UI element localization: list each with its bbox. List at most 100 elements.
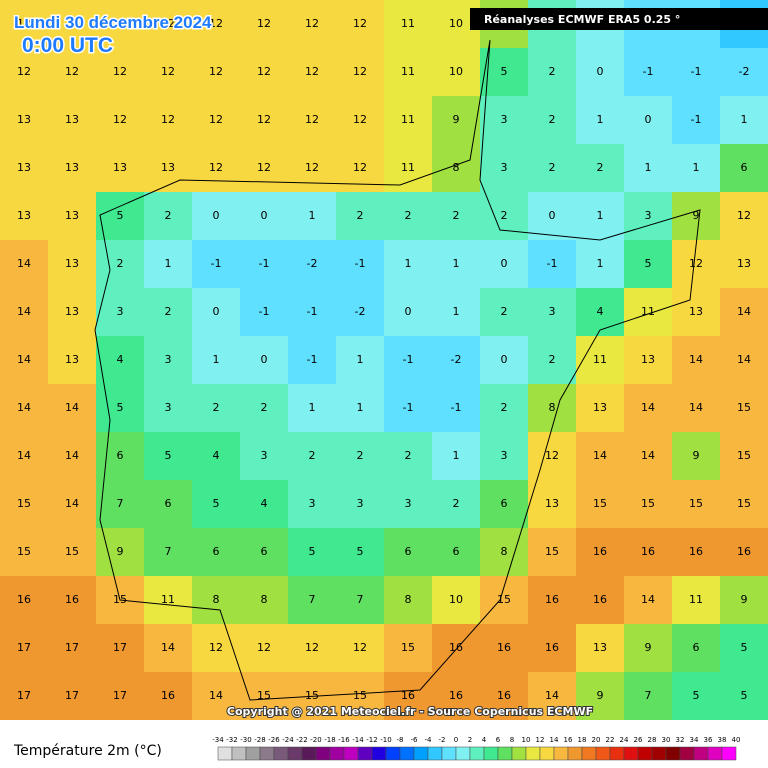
- temperature-cell: [528, 624, 576, 672]
- temperature-value: 12: [17, 17, 31, 30]
- legend-swatch: [385, 746, 401, 761]
- temperature-cell: [432, 480, 480, 528]
- temperature-value: 4: [261, 497, 268, 510]
- temperature-cell: [672, 48, 720, 96]
- temperature-value: -1: [691, 113, 702, 126]
- coastline: [94, 39, 701, 701]
- legend-swatch: [427, 746, 443, 761]
- temperature-value: 5: [165, 449, 172, 462]
- temperature-cell: [0, 288, 48, 336]
- temperature-value: -1: [643, 65, 654, 78]
- temperature-value: 5: [741, 641, 748, 654]
- legend-swatch: [637, 746, 653, 761]
- temperature-value: 9: [117, 545, 124, 558]
- temperature-cell: [240, 240, 288, 288]
- temperature-value: 8: [261, 593, 268, 606]
- temperature-value: 12: [113, 17, 127, 30]
- temperature-value: 11: [689, 593, 703, 606]
- temperature-value: 14: [17, 257, 31, 270]
- legend-tick-label: -4: [425, 736, 433, 744]
- temperature-cell: [576, 672, 624, 720]
- temperature-value: 12: [353, 641, 367, 654]
- temperature-cell: [672, 288, 720, 336]
- temperature-cell: [288, 288, 336, 336]
- temperature-cell: [624, 480, 672, 528]
- temperature-cell: [624, 528, 672, 576]
- temperature-value: 2: [405, 209, 412, 222]
- temperature-value: 9: [693, 209, 700, 222]
- temperature-value: 14: [593, 449, 607, 462]
- temperature-cell: [480, 480, 528, 528]
- temperature-cell: [0, 0, 48, 48]
- temperature-value: 2: [549, 161, 556, 174]
- temperature-cell: [288, 624, 336, 672]
- legend-tick-label: 18: [578, 736, 587, 744]
- legend-tick-label: -14: [352, 736, 364, 744]
- temperature-cell: [192, 432, 240, 480]
- temperature-cell: [528, 48, 576, 96]
- temperature-value: 14: [641, 593, 655, 606]
- temperature-value: 11: [401, 161, 415, 174]
- temperature-value: 17: [17, 641, 31, 654]
- temperature-value: 9: [453, 113, 460, 126]
- temperature-value: 16: [593, 593, 607, 606]
- temperature-cell: [576, 240, 624, 288]
- temperature-cell: [192, 672, 240, 720]
- legend-tick-label: -18: [324, 736, 335, 744]
- legend-swatch: [511, 746, 527, 761]
- temperature-value: 14: [737, 353, 751, 366]
- temperature-value: -1: [211, 257, 222, 270]
- temperature-cell: [48, 288, 96, 336]
- legend-tick-label: -16: [338, 736, 350, 744]
- legend-swatch: [217, 746, 233, 761]
- temperature-value: 12: [545, 449, 559, 462]
- temperature-value: 0: [501, 257, 508, 270]
- temperature-value: 1: [357, 353, 364, 366]
- temperature-cell: [672, 432, 720, 480]
- temperature-value: -1: [355, 257, 366, 270]
- temperature-cell: [624, 288, 672, 336]
- temperature-cell: [336, 528, 384, 576]
- temperature-cell: [48, 48, 96, 96]
- temperature-cell: [0, 96, 48, 144]
- temperature-cell: [384, 624, 432, 672]
- temperature-cell: [624, 96, 672, 144]
- temperature-value: 15: [689, 497, 703, 510]
- temperature-value: 1: [597, 113, 604, 126]
- legend-swatch: [595, 746, 611, 761]
- temperature-value: 3: [261, 449, 268, 462]
- temperature-cell: [0, 48, 48, 96]
- temperature-cell: [384, 96, 432, 144]
- temperature-value: 9: [597, 689, 604, 702]
- temperature-cell: [528, 144, 576, 192]
- temperature-cell: [192, 96, 240, 144]
- temperature-cell: [288, 432, 336, 480]
- legend-swatch: [707, 746, 723, 761]
- temperature-value: 13: [689, 305, 703, 318]
- legend-swatch: [329, 746, 345, 761]
- temperature-value: 2: [501, 401, 508, 414]
- temperature-cell: [0, 480, 48, 528]
- temperature-cell: [720, 432, 768, 480]
- temperature-value: -1: [547, 257, 558, 270]
- legend-tick-label: 34: [690, 736, 699, 744]
- temperature-value: 15: [641, 497, 655, 510]
- temperature-value: 8: [501, 545, 508, 558]
- legend-tick-label: -10: [380, 736, 391, 744]
- temperature-value: 12: [305, 65, 319, 78]
- temperature-value: 14: [17, 305, 31, 318]
- legend-tick-label: -22: [296, 736, 307, 744]
- temperature-value: -1: [403, 401, 414, 414]
- temperature-cell: [144, 48, 192, 96]
- temperature-value: 4: [213, 449, 220, 462]
- temperature-cell: [96, 672, 144, 720]
- temperature-cell: [48, 384, 96, 432]
- temperature-cell: [576, 432, 624, 480]
- temperature-cell: [48, 672, 96, 720]
- temperature-cell: [720, 384, 768, 432]
- temperature-value: 1: [165, 257, 172, 270]
- temperature-cell: [384, 288, 432, 336]
- legend-tick-label: 40: [732, 736, 741, 744]
- temperature-value: 3: [549, 305, 556, 318]
